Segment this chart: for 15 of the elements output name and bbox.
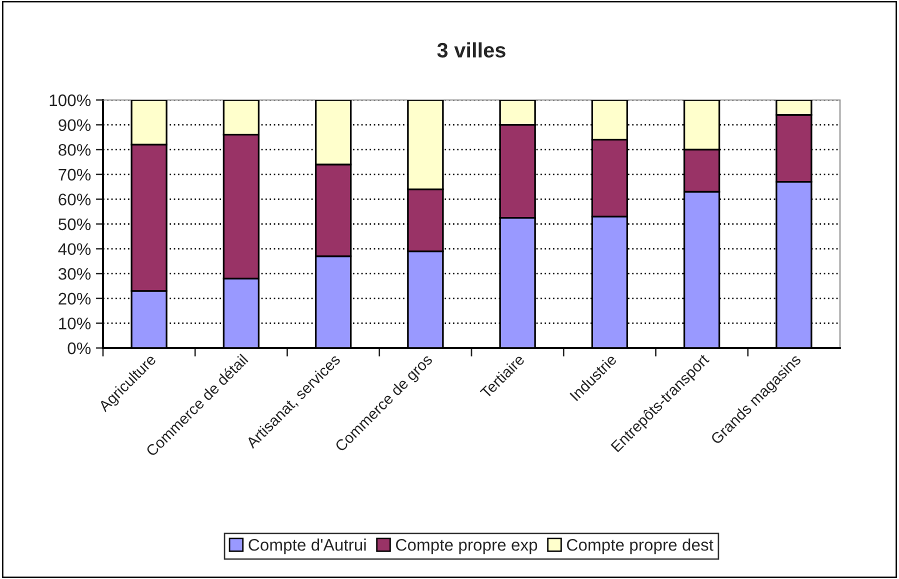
legend-label: Compte d'Autrui [248,538,366,554]
y-tick-label: 80% [58,144,91,156]
y-tick-label: 60% [58,194,91,206]
y-tick-label: 30% [58,268,91,280]
y-tick-label: 100% [50,94,91,106]
legend-label: Compte propre dest [567,538,714,554]
chart-title: 3 villes [437,42,506,58]
y-tick-label: 50% [58,218,91,230]
y-tick-label: 40% [58,243,91,256]
y-tick-label: 70% [58,168,91,181]
y-tick-label: 20% [58,292,91,305]
y-tick-label: 0% [68,342,91,354]
y-tick-label: 90% [58,119,91,132]
legend-label: Compte propre exp [396,538,538,554]
y-tick-label: 10% [59,318,91,330]
